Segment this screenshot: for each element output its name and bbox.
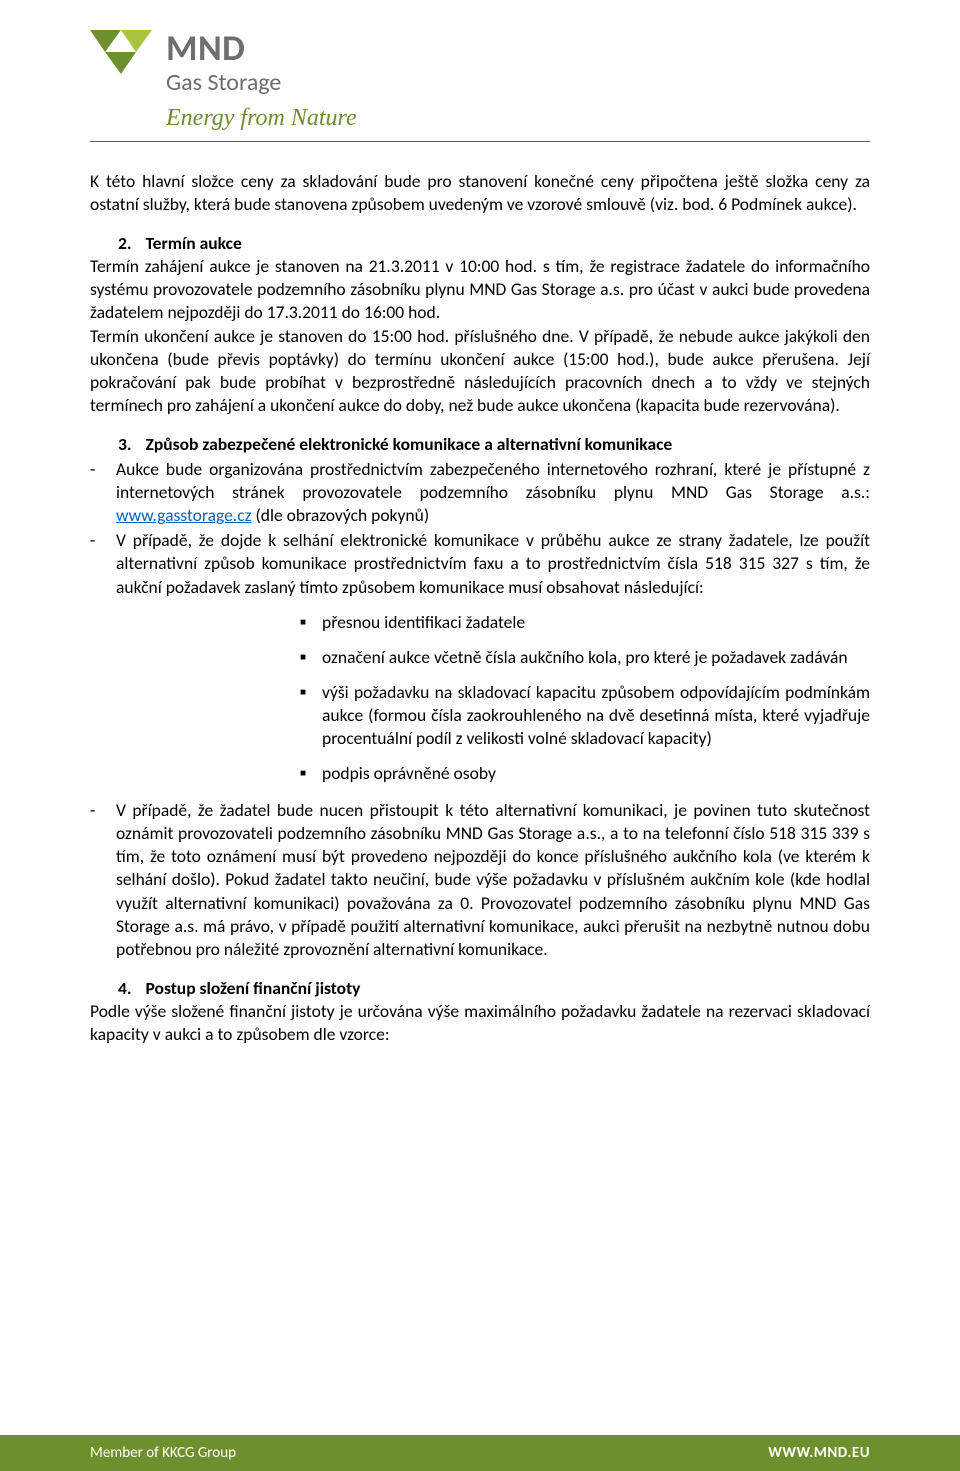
bullet-4-text: podpis oprávněné osoby: [322, 762, 870, 785]
section-3: 3. Způsob zabezpečené elektronické komun…: [90, 433, 870, 961]
dash-item-3: - V případě, že žadatel bude nucen přist…: [90, 799, 870, 961]
square-bullet-icon: ■: [300, 762, 322, 785]
section-4-num: 4.: [118, 977, 132, 999]
footer: Member of KKCG Group WWW.MND.EU: [0, 1435, 960, 1471]
gasstorage-link[interactable]: www.gasstorage.cz: [116, 504, 252, 526]
document-body: K této hlavní složce ceny za skladování …: [90, 170, 870, 1046]
section-2-para: Termín zahájení aukce je stanoven na 21.…: [90, 255, 870, 323]
section-3-num: 3.: [118, 433, 132, 455]
bullet-item: ■ výši požadavku na skladovací kapacitu …: [300, 681, 870, 750]
intro-paragraph: K této hlavní složce ceny za skladování …: [90, 170, 870, 216]
dash-1-text-a: Aukce bude organizována prostřednictvím …: [116, 458, 870, 503]
section-4: 4. Postup složení finanční jistoty Podle…: [90, 977, 870, 1046]
square-bullet-icon: ■: [300, 646, 322, 669]
bullet-item: ■ označení aukce včetně čísla aukčního k…: [300, 646, 870, 669]
brand-main: MND: [166, 30, 376, 66]
dash-item-1: - Aukce bude organizována prostřednictví…: [90, 458, 870, 527]
section-2: 2. Termín aukce Termín zahájení aukce je…: [90, 232, 870, 417]
section-2-title: Termín aukce: [146, 232, 242, 254]
svg-text:Energy from Nature: Energy from Nature: [166, 105, 357, 131]
dash-item-2: - V případě, že dojde k selhání elektron…: [90, 529, 870, 598]
section-4-para: Podle výše složené finanční jistoty je u…: [90, 1000, 870, 1046]
dash-icon: -: [90, 529, 116, 598]
dash-1-content: Aukce bude organizována prostřednictvím …: [116, 458, 870, 527]
dash-icon: -: [90, 799, 116, 961]
section-2-num: 2.: [118, 232, 132, 254]
bullet-3-text: výši požadavku na skladovací kapacitu zp…: [322, 681, 870, 750]
logo-icon: [90, 30, 152, 88]
header-divider: [90, 141, 870, 142]
footer-left: Member of KKCG Group: [90, 1444, 236, 1462]
dash-icon: -: [90, 458, 116, 527]
document-page: MND Gas Storage Energy from Nature K tét…: [0, 0, 960, 1471]
section-2-para2: Termín ukončení aukce je stanoven do 15:…: [90, 325, 870, 416]
square-bullet-icon: ■: [300, 611, 322, 634]
section-3-title: Způsob zabezpečené elektronické komunika…: [146, 433, 673, 455]
dash-3-content: V případě, že žadatel bude nucen přistou…: [116, 799, 870, 961]
brand-tagline-icon: Energy from Nature: [166, 103, 376, 133]
square-bullet-icon: ■: [300, 681, 322, 750]
brand-sub: Gas Storage: [166, 68, 376, 97]
section-4-title: Postup složení finanční jistoty: [146, 977, 361, 999]
header: MND Gas Storage Energy from Nature: [90, 0, 870, 170]
dash-1-text-b: (dle obrazových pokynů): [252, 504, 430, 526]
bullet-1-text: přesnou identifikaci žadatele: [322, 611, 870, 634]
footer-right: WWW.MND.EU: [768, 1444, 870, 1462]
logo-text: MND Gas Storage Energy from Nature: [166, 30, 376, 133]
bullet-item: ■ přesnou identifikaci žadatele: [300, 611, 870, 634]
bullet-list: ■ přesnou identifikaci žadatele ■ označe…: [90, 611, 870, 786]
logo-block: MND Gas Storage Energy from Nature: [90, 30, 870, 133]
dash-2-content: V případě, že dojde k selhání elektronic…: [116, 529, 870, 598]
bullet-item: ■ podpis oprávněné osoby: [300, 762, 870, 785]
bullet-2-text: označení aukce včetně čísla aukčního kol…: [322, 646, 870, 669]
